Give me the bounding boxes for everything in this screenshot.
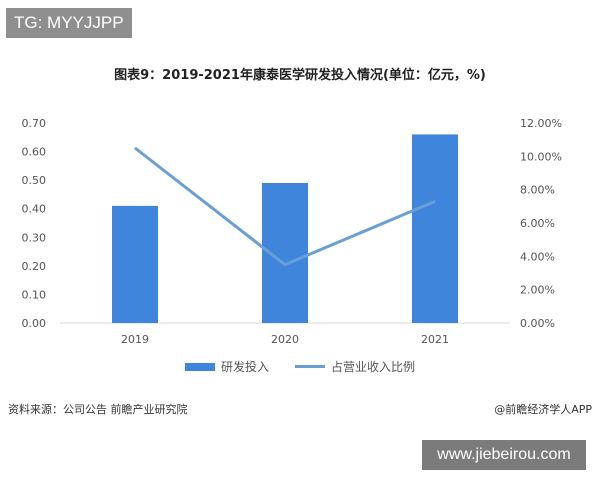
- y-left-tick-label: 0.70: [22, 117, 47, 130]
- x-tick-label: 2019: [121, 333, 149, 346]
- y-left-tick-label: 0.60: [22, 146, 47, 159]
- legend-bar-label: 研发投入: [220, 360, 269, 374]
- ratio-point-2019: [134, 147, 136, 149]
- y-left-tick-label: 0.20: [22, 260, 47, 273]
- legend-item-bar: 研发投入: [184, 358, 269, 375]
- y-left-tick-label: 0.40: [22, 203, 47, 216]
- y-right-tick-label: 12.00%: [520, 117, 562, 130]
- legend-item-line: 占营业收入比例: [295, 358, 415, 375]
- y-right-tick-label: 4.00%: [520, 250, 555, 263]
- ratio-point-2020: [284, 264, 286, 266]
- x-tick-label: 2020: [271, 333, 299, 346]
- y-right-tick-label: 8.00%: [520, 184, 555, 197]
- bar-2019: [112, 205, 158, 323]
- legend-line-swatch: [295, 365, 325, 368]
- y-right-tick-label: 6.00%: [520, 217, 555, 230]
- y-left-tick-label: 0.50: [22, 174, 47, 187]
- credit-note: @前瞻经济学人APP: [494, 403, 592, 416]
- y-right-tick-label: 10.00%: [520, 150, 562, 163]
- y-right-tick-label: 2.00%: [520, 284, 555, 297]
- bar-2021: [412, 134, 458, 323]
- chart-legend: 研发投入 占营业收入比例: [0, 358, 600, 375]
- source-note: 资料来源：公司公告 前瞻产业研究院: [8, 403, 188, 416]
- watermark-badge: www.jiebeirou.com: [422, 440, 586, 470]
- legend-line-label: 占营业收入比例: [331, 360, 416, 374]
- y-left-tick-label: 0.00: [22, 317, 47, 330]
- y-left-tick-label: 0.10: [22, 288, 47, 301]
- chart-title: 图表9：2019-2021年康泰医学研发投入情况(单位：亿元，%): [114, 68, 486, 83]
- y-left-tick-label: 0.30: [22, 231, 47, 244]
- ratio-point-2021: [434, 200, 436, 202]
- combo-chart: 0.00 0.10 0.20 0.30 0.40 0.50 0.60 0.70 0.00% 2.0…: [22, 117, 562, 346]
- y-right-tick-label: 0.00%: [520, 317, 555, 330]
- tag-label: TG: MYYJJPP: [6, 8, 132, 38]
- legend-bar-swatch: [184, 362, 215, 371]
- x-tick-label: 2021: [421, 333, 449, 346]
